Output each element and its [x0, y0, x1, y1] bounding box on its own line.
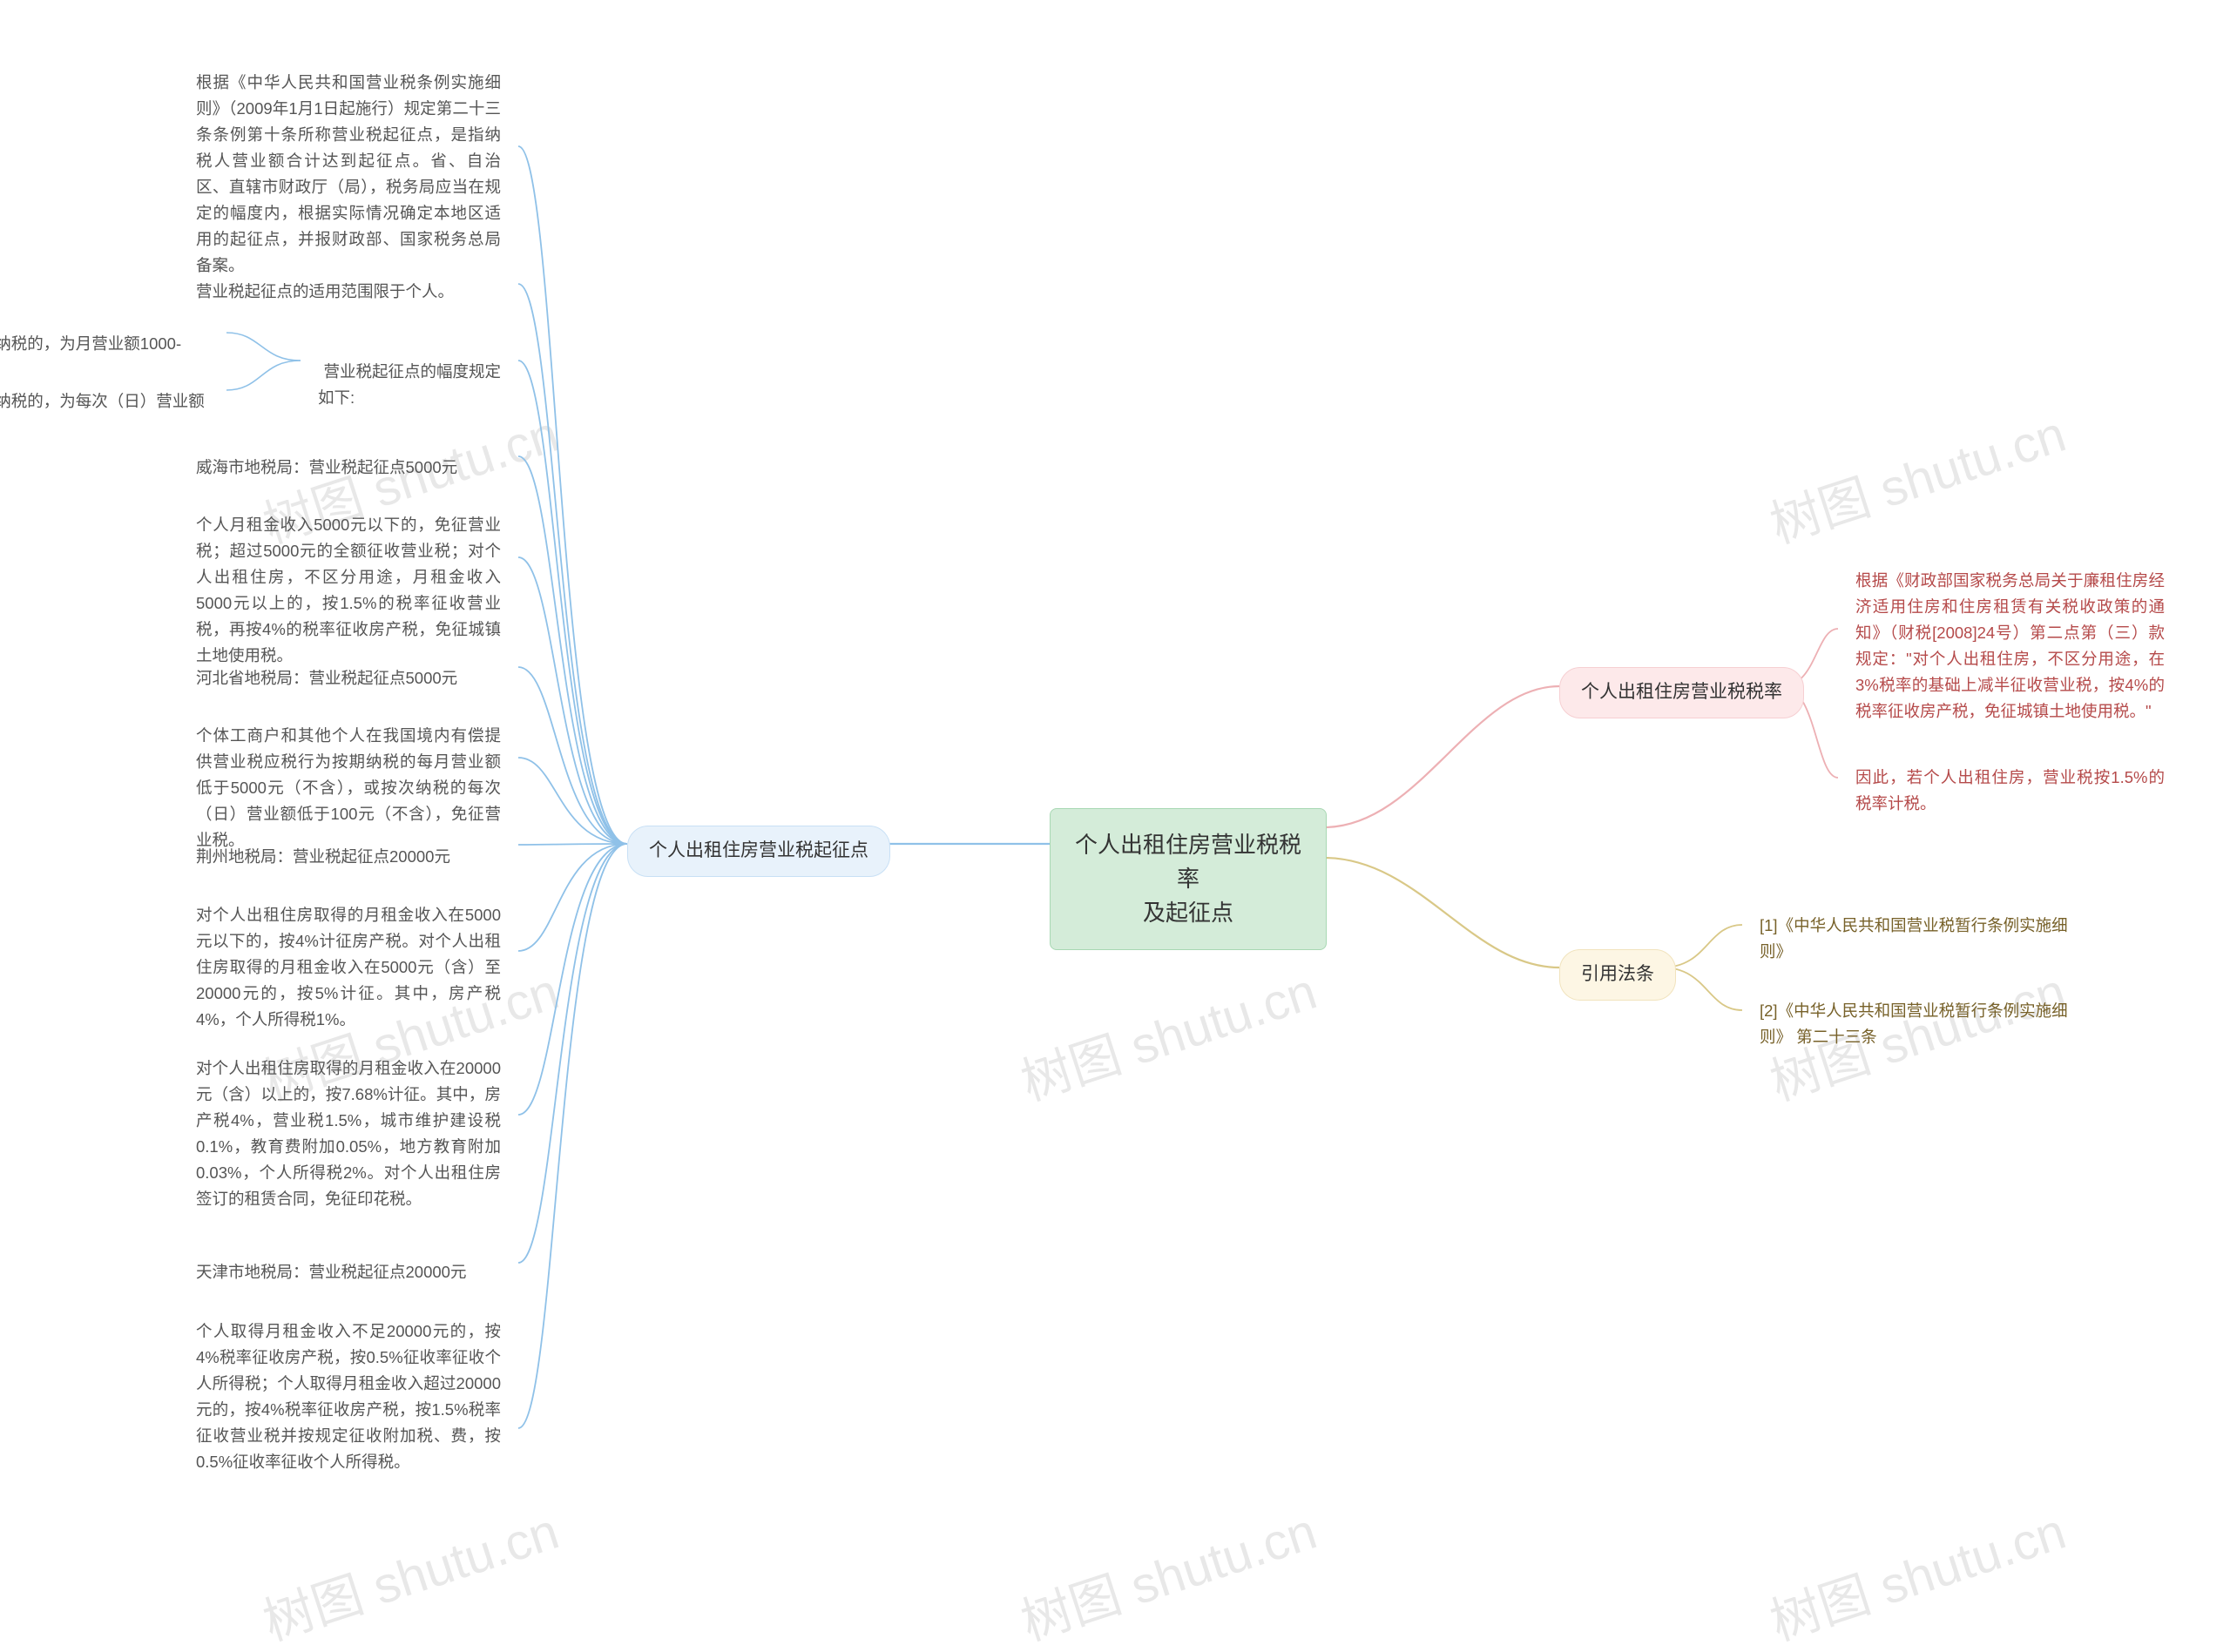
branch-right-law[interactable]: 引用法条: [1559, 949, 1676, 1001]
root-title-line1: 个人出租住房营业税税率: [1075, 828, 1301, 896]
leaf-weihai: 威海市地税局：营业税起征点5000元: [179, 442, 518, 493]
leaf-hebei: 河北省地税局：营业税起征点5000元: [179, 653, 518, 704]
leaf-threshold-per-time: （2）按次纳税的，为每次（日）营业额100元。: [0, 376, 226, 453]
root-title-line2: 及起征点: [1075, 896, 1301, 930]
watermark: 树图 shutu.cn: [1010, 1490, 1324, 1652]
leaf-law-ref2: [2]《中华人民共和国营业税暂行条例实施细则》 第二十三条: [1742, 986, 2086, 1062]
leaf-law-ref1: [1]《中华人民共和国营业税暂行条例实施细则》: [1742, 900, 2086, 977]
branch-right-rate[interactable]: 个人出租住房营业税税率: [1559, 667, 1804, 718]
leaf-threshold-range: 营业税起征点的幅度规定如下:: [301, 347, 518, 423]
watermark: 树图 shutu.cn: [253, 1490, 566, 1652]
leaf-regulation-article23: 根据《中华人民共和国营业税条例实施细则》（2009年1月1日起施行）规定第二十三…: [179, 57, 518, 291]
leaf-jingzhou-detail2: 对个人出租住房取得的月租金收入在20000元（含）以上的，按7.68%计征。其中…: [179, 1043, 518, 1224]
watermark: 树图 shutu.cn: [1760, 1490, 2073, 1652]
leaf-jingzhou-detail1: 对个人出租住房取得的月租金收入在5000元以下的，按4%计征房产税。对个人出租住…: [179, 890, 518, 1045]
branch-left[interactable]: 个人出租住房营业税起征点: [627, 826, 890, 877]
leaf-scope-individual: 营业税起征点的适用范围限于个人。: [179, 266, 518, 317]
root-node[interactable]: 个人出租住房营业税税率 及起征点: [1050, 808, 1327, 950]
leaf-tianjin: 天津市地税局：营业税起征点20000元: [179, 1247, 518, 1298]
leaf-rate-notice: 根据《财政部国家税务总局关于廉租住房经济适用住房和住房租赁有关税收政策的通知》（…: [1838, 556, 2182, 737]
leaf-jingzhou: 荆州地税局：营业税起征点20000元: [179, 832, 518, 882]
watermark: 树图 shutu.cn: [1760, 393, 2073, 556]
watermark: 树图 shutu.cn: [1010, 950, 1324, 1114]
leaf-tianjin-detail: 个人取得月租金收入不足20000元的，按4%税率征收房产税，按0.5%征收率征收…: [179, 1306, 518, 1487]
leaf-rate-conclusion: 因此，若个人出租住房，营业税按1.5%的税率计税。: [1838, 752, 2182, 829]
